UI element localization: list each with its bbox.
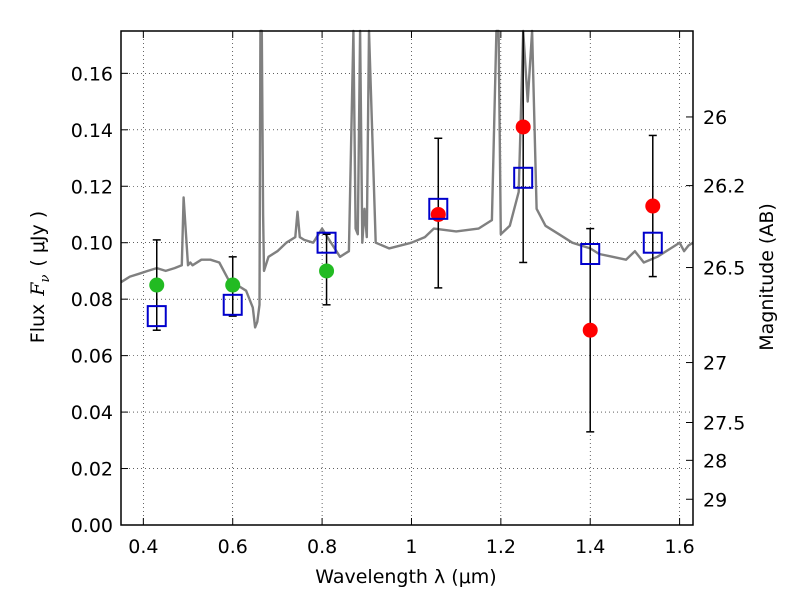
x-axis-label: Wavelength λ (μm) [315,566,496,588]
x-tick-label: 1.2 [486,536,516,558]
y-tick-label: 0.16 [71,63,113,85]
x-tick-labels: 0.4 0.6 0.8 1 1.2 1.4 1.6 [128,536,694,558]
y2-tick-label: 26 [703,107,727,129]
data-point-square [316,231,337,254]
data-point-square [642,231,663,254]
y-axis-label: Flux Fν ( μJy ) [27,211,53,343]
data-point-square [222,293,243,316]
y-axis-label-subscript: ν [38,275,53,283]
y2-tick-label: 29 [703,489,727,511]
y2-tick-labels: 26 26.2 26.5 27 27.5 28 29 [703,107,745,511]
y2-axis-label: Magnitude (AB) [756,203,778,351]
y2-tick-label: 27 [703,353,727,375]
axis-ticks [121,31,693,526]
plot-frame [120,30,694,526]
x-tick-label: 0.4 [128,536,158,558]
data-point-square [428,197,449,220]
x-tick-label: 0.6 [218,536,248,558]
y2-tick-label: 26.5 [703,258,745,280]
y2-tick-label: 27.5 [703,413,745,435]
data-point-square [146,305,167,328]
data-point-square [580,243,601,266]
y-tick-label: 0.04 [71,402,113,424]
y-axis-label-unit: ( μJy ) [27,211,49,267]
y-tick-label: 0.14 [71,120,113,142]
x-tick-label: 1 [405,536,417,558]
spectrum-line [120,29,694,329]
data-point-circle [225,277,241,293]
x-tick-label: 1.4 [575,536,605,558]
y-axis-label-prefix: Flux [27,304,49,344]
y-tick-label: 0.02 [71,459,113,481]
data-markers [146,119,663,338]
data-point-circle [582,322,598,338]
y-tick-label: 0.06 [71,346,113,368]
x-tick-label: 1.6 [664,536,694,558]
y-axis-label-symbol: F [27,282,49,297]
y-tick-label: 0.00 [71,515,113,537]
data-point-square [513,166,534,189]
y2-tick-label: 28 [703,450,727,472]
error-bars [152,31,657,433]
y-tick-label: 0.08 [71,289,113,311]
x-tick-label: 0.8 [307,536,337,558]
data-point-circle [515,119,531,135]
y2-tick-label: 26.2 [703,176,745,198]
y-tick-label: 0.12 [71,176,113,198]
spectrum-polyline [120,29,694,329]
grid-lines [121,31,693,526]
y-tick-label: 0.10 [71,233,113,255]
data-point-circle [645,198,661,214]
data-point-circle [149,277,165,293]
data-point-circle [319,263,335,279]
y-tick-labels: 0.00 0.02 0.04 0.06 0.08 0.10 0.12 0.14 0.16 [71,63,113,537]
